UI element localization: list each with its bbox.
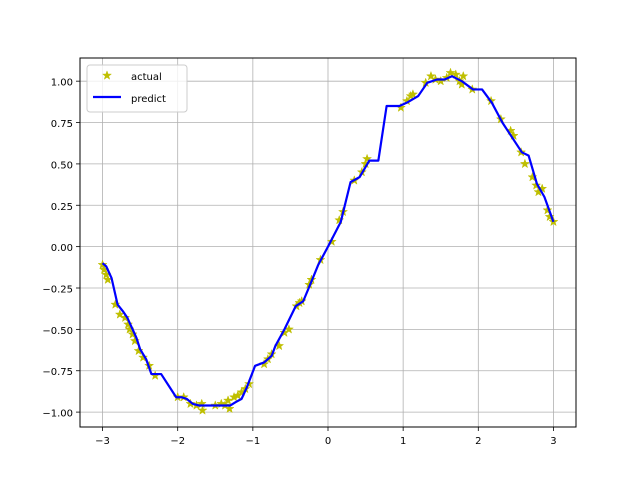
y-axis: −1.00 −0.75 −0.50 −0.25 0.00 0.25 0.50 0.75 1.00 <box>42 78 80 420</box>
grid <box>80 58 576 427</box>
y-tick-label: −1.00 <box>42 409 73 420</box>
actual-data-point <box>407 89 419 99</box>
legend-label-predict: predict <box>131 94 166 105</box>
x-tick-label: 2 <box>475 436 481 447</box>
actual-data-point <box>197 405 208 415</box>
legend-star-icon <box>101 70 113 80</box>
x-tick-label: −2 <box>170 436 185 447</box>
x-tick-label: 0 <box>325 436 331 447</box>
actual-data-point <box>531 180 542 190</box>
legend-actual-marker <box>101 70 113 80</box>
y-tick-label: 0.00 <box>51 243 73 254</box>
actual-data-point <box>138 352 149 362</box>
x-tick-label: 3 <box>550 436 556 447</box>
actual-data-point <box>224 403 235 414</box>
y-tick-label: −0.25 <box>42 285 73 296</box>
y-tick-label: −0.75 <box>42 367 73 378</box>
y-tick-label: 1.00 <box>51 78 73 89</box>
y-tick-label: −0.50 <box>42 326 73 337</box>
legend-label-actual: actual <box>131 72 162 83</box>
actual-data-point <box>542 204 553 215</box>
y-tick-label: 0.75 <box>51 119 73 130</box>
actual-data-point <box>458 70 469 81</box>
x-tick-label: −3 <box>95 436 110 447</box>
predict-line-layer <box>101 75 555 407</box>
x-tick-label: 1 <box>400 436 406 447</box>
actual-data-point <box>450 69 461 79</box>
actual-data-point <box>544 211 555 222</box>
x-tick-label: −1 <box>245 436 260 447</box>
actual-data-point <box>222 395 234 405</box>
actual-data-point <box>133 345 144 356</box>
x-axis: −3 −2 −1 0 1 2 3 <box>95 427 557 447</box>
actual-data-point <box>122 319 134 329</box>
actual-data-point <box>119 312 131 323</box>
actual-data-point <box>110 299 121 309</box>
predict-series-line <box>101 75 555 407</box>
actual-data-point <box>127 328 138 339</box>
actual-data-point <box>361 153 373 164</box>
actual-data-point <box>519 158 530 169</box>
actual-data-point <box>129 335 140 346</box>
y-tick-label: 0.25 <box>51 202 73 213</box>
legend: actual predict <box>86 64 188 113</box>
y-tick-label: 0.50 <box>51 160 73 171</box>
legend-box <box>86 64 188 113</box>
actual-data-point <box>445 67 456 78</box>
